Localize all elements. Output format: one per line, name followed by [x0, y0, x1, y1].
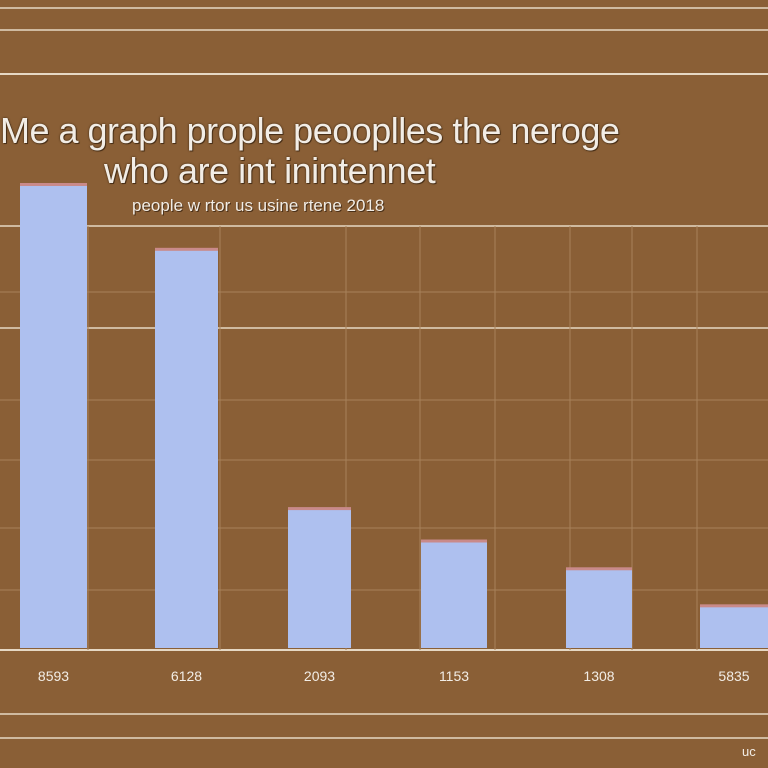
bar-cap [20, 183, 87, 186]
corner-label: uc [742, 744, 756, 759]
bar-cap [155, 247, 218, 251]
bar [288, 509, 351, 648]
bar-cap [566, 567, 632, 571]
bar [566, 569, 632, 648]
x-tick-label: 5835 [718, 668, 749, 684]
bar [700, 606, 768, 648]
x-tick-label: 6128 [171, 668, 202, 684]
bar [20, 185, 87, 648]
x-tick-label: 8593 [38, 668, 69, 684]
chart-grid [0, 226, 768, 650]
bar-cap [421, 539, 487, 543]
chart-title-line2: who are int inintennet [104, 150, 436, 191]
background-rules [0, 7, 768, 739]
bar [155, 249, 218, 648]
chart-subtitle: people w rtor us usine rtene 2018 [132, 196, 385, 215]
bar [421, 541, 487, 648]
x-tick-label: 1308 [583, 668, 614, 684]
chart-title: Me a graph prople peooplles the neroge [0, 110, 620, 151]
x-tick-labels: 8593 6128 2093 1153 1308 5835 [38, 668, 750, 684]
x-tick-label: 2093 [304, 668, 335, 684]
bar-cap [288, 507, 351, 511]
bar-cap [700, 604, 768, 608]
x-tick-label: 1153 [439, 668, 469, 684]
bar-group [20, 183, 768, 648]
